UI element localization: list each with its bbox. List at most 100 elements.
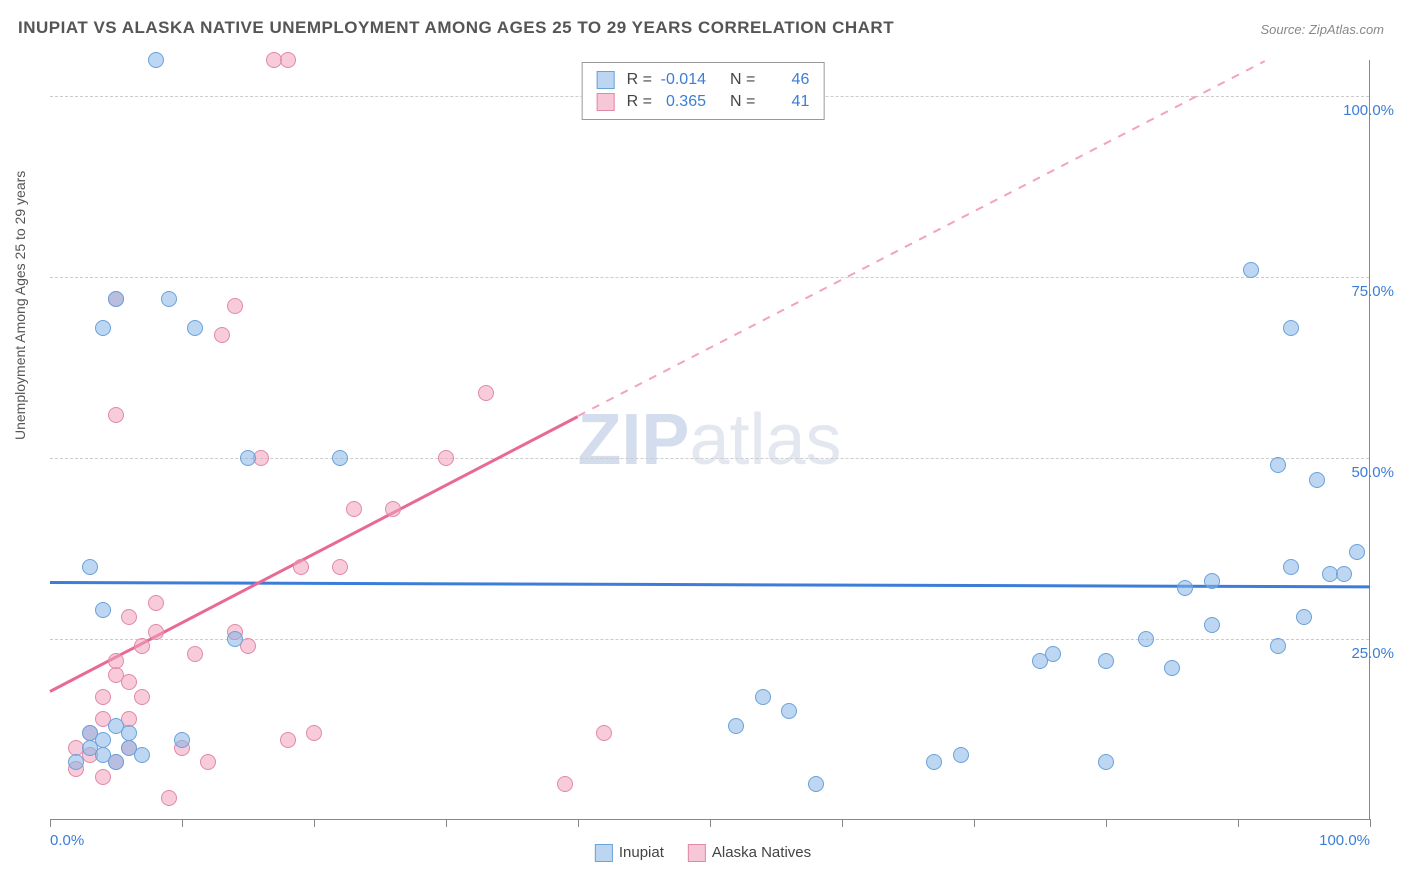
data-point-inupiat bbox=[1243, 262, 1259, 278]
data-point-inupiat bbox=[1177, 580, 1193, 596]
x-axis-tick bbox=[710, 819, 711, 827]
data-point-inupiat bbox=[108, 754, 124, 770]
data-point-inupiat bbox=[781, 703, 797, 719]
data-point-inupiat bbox=[1204, 573, 1220, 589]
r-label: R = bbox=[627, 71, 652, 89]
data-point-inupiat bbox=[1138, 631, 1154, 647]
data-point-alaska_natives bbox=[200, 754, 216, 770]
r-value: 0.365 bbox=[658, 93, 706, 111]
data-point-inupiat bbox=[95, 732, 111, 748]
data-point-inupiat bbox=[1336, 566, 1352, 582]
legend-swatch bbox=[595, 844, 613, 862]
data-point-inupiat bbox=[161, 291, 177, 307]
data-point-alaska_natives bbox=[280, 732, 296, 748]
data-point-alaska_natives bbox=[108, 653, 124, 669]
data-point-inupiat bbox=[95, 320, 111, 336]
data-point-inupiat bbox=[1270, 638, 1286, 654]
data-point-inupiat bbox=[121, 725, 137, 741]
data-point-inupiat bbox=[332, 450, 348, 466]
correlation-row: R = -0.014 N = 46 bbox=[597, 69, 810, 91]
data-point-alaska_natives bbox=[148, 595, 164, 611]
watermark: ZIPatlas bbox=[577, 399, 841, 481]
x-axis-tick bbox=[50, 819, 51, 827]
y-axis-tick-label: 25.0% bbox=[1351, 645, 1394, 662]
data-point-inupiat bbox=[728, 718, 744, 734]
watermark-bold: ZIP bbox=[577, 400, 689, 480]
data-point-inupiat bbox=[1045, 646, 1061, 662]
data-point-inupiat bbox=[1296, 609, 1312, 625]
series-legend: Inupiat Alaska Natives bbox=[595, 844, 811, 862]
data-point-inupiat bbox=[148, 52, 164, 68]
data-point-alaska_natives bbox=[306, 725, 322, 741]
data-point-alaska_natives bbox=[187, 646, 203, 662]
trend-line bbox=[49, 415, 578, 693]
x-axis-tick bbox=[182, 819, 183, 827]
data-point-inupiat bbox=[1309, 472, 1325, 488]
data-point-inupiat bbox=[1349, 544, 1365, 560]
data-point-alaska_natives bbox=[214, 327, 230, 343]
data-point-alaska_natives bbox=[148, 624, 164, 640]
legend-label: Alaska Natives bbox=[712, 844, 811, 861]
data-point-inupiat bbox=[108, 291, 124, 307]
data-point-alaska_natives bbox=[161, 790, 177, 806]
data-point-inupiat bbox=[240, 450, 256, 466]
x-axis-tick bbox=[974, 819, 975, 827]
y-axis-tick-label: 50.0% bbox=[1351, 464, 1394, 481]
r-value: -0.014 bbox=[658, 71, 706, 89]
data-point-alaska_natives bbox=[478, 385, 494, 401]
x-axis-tick bbox=[578, 819, 579, 827]
data-point-alaska_natives bbox=[95, 689, 111, 705]
data-point-inupiat bbox=[1164, 660, 1180, 676]
x-axis-tick bbox=[842, 819, 843, 827]
data-point-alaska_natives bbox=[134, 689, 150, 705]
data-point-inupiat bbox=[1270, 457, 1286, 473]
data-point-alaska_natives bbox=[557, 776, 573, 792]
n-label: N = bbox=[730, 93, 755, 111]
series-swatch bbox=[597, 93, 615, 111]
y-axis-tick-label: 75.0% bbox=[1351, 283, 1394, 300]
data-point-alaska_natives bbox=[332, 559, 348, 575]
legend-item: Inupiat bbox=[595, 844, 664, 862]
n-value: 46 bbox=[761, 71, 809, 89]
source-attribution: Source: ZipAtlas.com bbox=[1260, 22, 1384, 37]
data-point-inupiat bbox=[953, 747, 969, 763]
data-point-inupiat bbox=[755, 689, 771, 705]
data-point-inupiat bbox=[95, 602, 111, 618]
data-point-alaska_natives bbox=[134, 638, 150, 654]
data-point-inupiat bbox=[1283, 559, 1299, 575]
data-point-alaska_natives bbox=[227, 298, 243, 314]
series-swatch bbox=[597, 71, 615, 89]
legend-swatch bbox=[688, 844, 706, 862]
x-axis-min-label: 0.0% bbox=[50, 832, 84, 849]
data-point-alaska_natives bbox=[596, 725, 612, 741]
data-point-alaska_natives bbox=[121, 609, 137, 625]
correlation-row: R = 0.365 N = 41 bbox=[597, 91, 810, 113]
r-label: R = bbox=[627, 93, 652, 111]
data-point-inupiat bbox=[1204, 617, 1220, 633]
scatter-plot-area: ZIPatlas bbox=[50, 60, 1370, 820]
legend-item: Alaska Natives bbox=[688, 844, 811, 862]
data-point-alaska_natives bbox=[95, 769, 111, 785]
watermark-light: atlas bbox=[689, 400, 841, 480]
gridline bbox=[50, 277, 1369, 278]
data-point-inupiat bbox=[1098, 754, 1114, 770]
data-point-inupiat bbox=[1283, 320, 1299, 336]
data-point-inupiat bbox=[926, 754, 942, 770]
data-point-alaska_natives bbox=[121, 674, 137, 690]
n-label: N = bbox=[730, 71, 755, 89]
y-axis-tick-label: 100.0% bbox=[1343, 102, 1394, 119]
data-point-inupiat bbox=[134, 747, 150, 763]
x-axis-tick bbox=[1106, 819, 1107, 827]
data-point-inupiat bbox=[1098, 653, 1114, 669]
data-point-alaska_natives bbox=[385, 501, 401, 517]
data-point-inupiat bbox=[227, 631, 243, 647]
n-value: 41 bbox=[761, 93, 809, 111]
y-axis-title: Unemployment Among Ages 25 to 29 years bbox=[12, 171, 28, 440]
data-point-alaska_natives bbox=[438, 450, 454, 466]
x-axis-tick bbox=[1238, 819, 1239, 827]
x-axis-tick bbox=[1370, 819, 1371, 827]
chart-title: INUPIAT VS ALASKA NATIVE UNEMPLOYMENT AM… bbox=[18, 18, 894, 38]
data-point-inupiat bbox=[174, 732, 190, 748]
data-point-alaska_natives bbox=[108, 407, 124, 423]
data-point-inupiat bbox=[808, 776, 824, 792]
